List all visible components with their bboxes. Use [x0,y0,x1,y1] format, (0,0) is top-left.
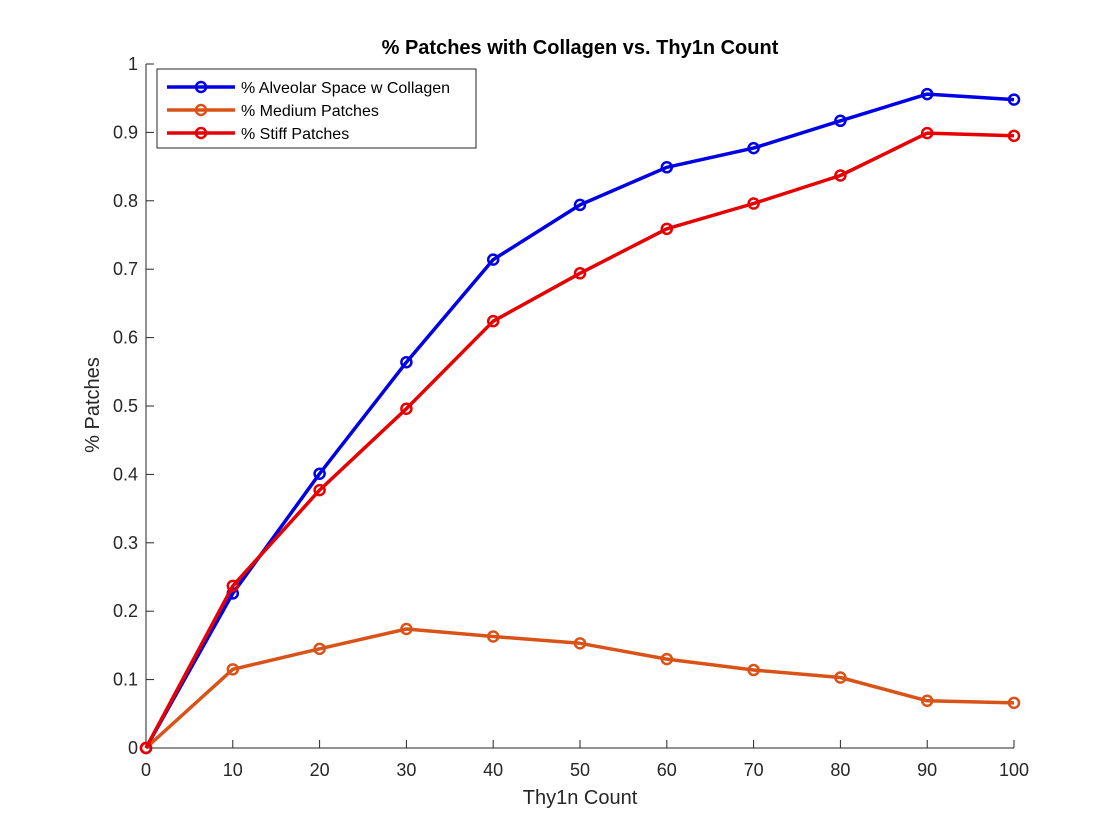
data-point [834,671,847,684]
y-tick-label: 0.5 [113,396,138,416]
data-point [486,630,500,643]
data-point [920,87,934,101]
data-point [1007,93,1021,106]
y-axis-label: % Patches [82,357,104,453]
y-tick-label: 0 [128,738,138,758]
x-tick-label: 30 [396,760,416,780]
x-tick-label: 0 [141,760,151,780]
data-point [400,355,413,369]
data-point [139,741,153,755]
legend-marker [194,103,208,117]
series-layer [139,87,1021,755]
data-point [747,663,760,677]
y-tick-label: 0.1 [113,670,138,690]
legend-entry: % Alveolar Space w Collagen [167,80,450,97]
series-line [144,92,1015,749]
data-point [313,483,326,497]
data-point [920,126,934,140]
data-point [226,663,240,676]
x-tick-label: 40 [483,760,503,780]
legend-entry: % Stiff Patches [167,126,349,143]
x-tick-label: 80 [830,760,850,780]
y-tick-label: 0.3 [113,533,138,553]
legend: % Alveolar Space w Collagen % Medium Patc… [156,68,477,149]
legend-entry: % Medium Patches [167,103,379,120]
data-point [400,622,413,636]
data-point [920,694,934,708]
data-point [313,642,326,656]
data-point [834,114,847,128]
y-tick-label: 0.7 [113,259,138,279]
data-point [1007,696,1021,710]
chart-title: % Patches with Collagen vs. Thy1n Count [382,37,779,59]
x-tick-label: 10 [223,760,243,780]
x-tick-label: 70 [744,760,764,780]
data-point [573,198,587,212]
data-point [313,467,326,480]
x-tick-label: 100 [999,760,1029,780]
x-tick-label: 50 [570,760,590,780]
series-1 [139,87,1021,755]
legend-label: % Alveolar Space w Collagen [241,80,450,97]
x-tick-label: 90 [917,760,937,780]
y-tick-label: 0.8 [113,191,138,211]
series-3 [139,126,1021,755]
data-point [834,169,847,182]
data-point [486,314,500,328]
series-line [144,627,1015,750]
axes: 0 10 20 30 40 50 60 70 80 90 100 0 0.1 0.2 0.3 0.4 0.5 0.… [113,54,1029,780]
data-point [226,579,240,593]
data-point [660,161,674,174]
legend-label: % Stiff Patches [241,126,349,143]
data-point [1007,129,1021,143]
y-tick-label: 0.6 [113,328,138,348]
data-point [747,197,760,210]
data-point [660,652,674,666]
y-tick-label: 0.2 [113,601,138,621]
data-point [400,402,413,415]
legend-label: % Medium Patches [241,103,379,120]
data-point [486,253,500,266]
legend-marker [194,80,208,94]
x-axis-label: Thy1n Count [523,787,638,809]
x-tick-label: 60 [657,760,677,780]
legend-marker [194,126,208,140]
series-line [144,131,1015,749]
data-point [660,222,674,236]
y-tick-label: 0.4 [113,464,138,484]
y-tick-label: 0.9 [113,122,138,142]
y-tick-label: 1 [128,54,138,74]
data-point [573,637,587,650]
data-point [747,141,760,155]
x-tick-label: 20 [310,760,330,780]
series-2 [139,622,1021,755]
data-point [573,267,587,280]
